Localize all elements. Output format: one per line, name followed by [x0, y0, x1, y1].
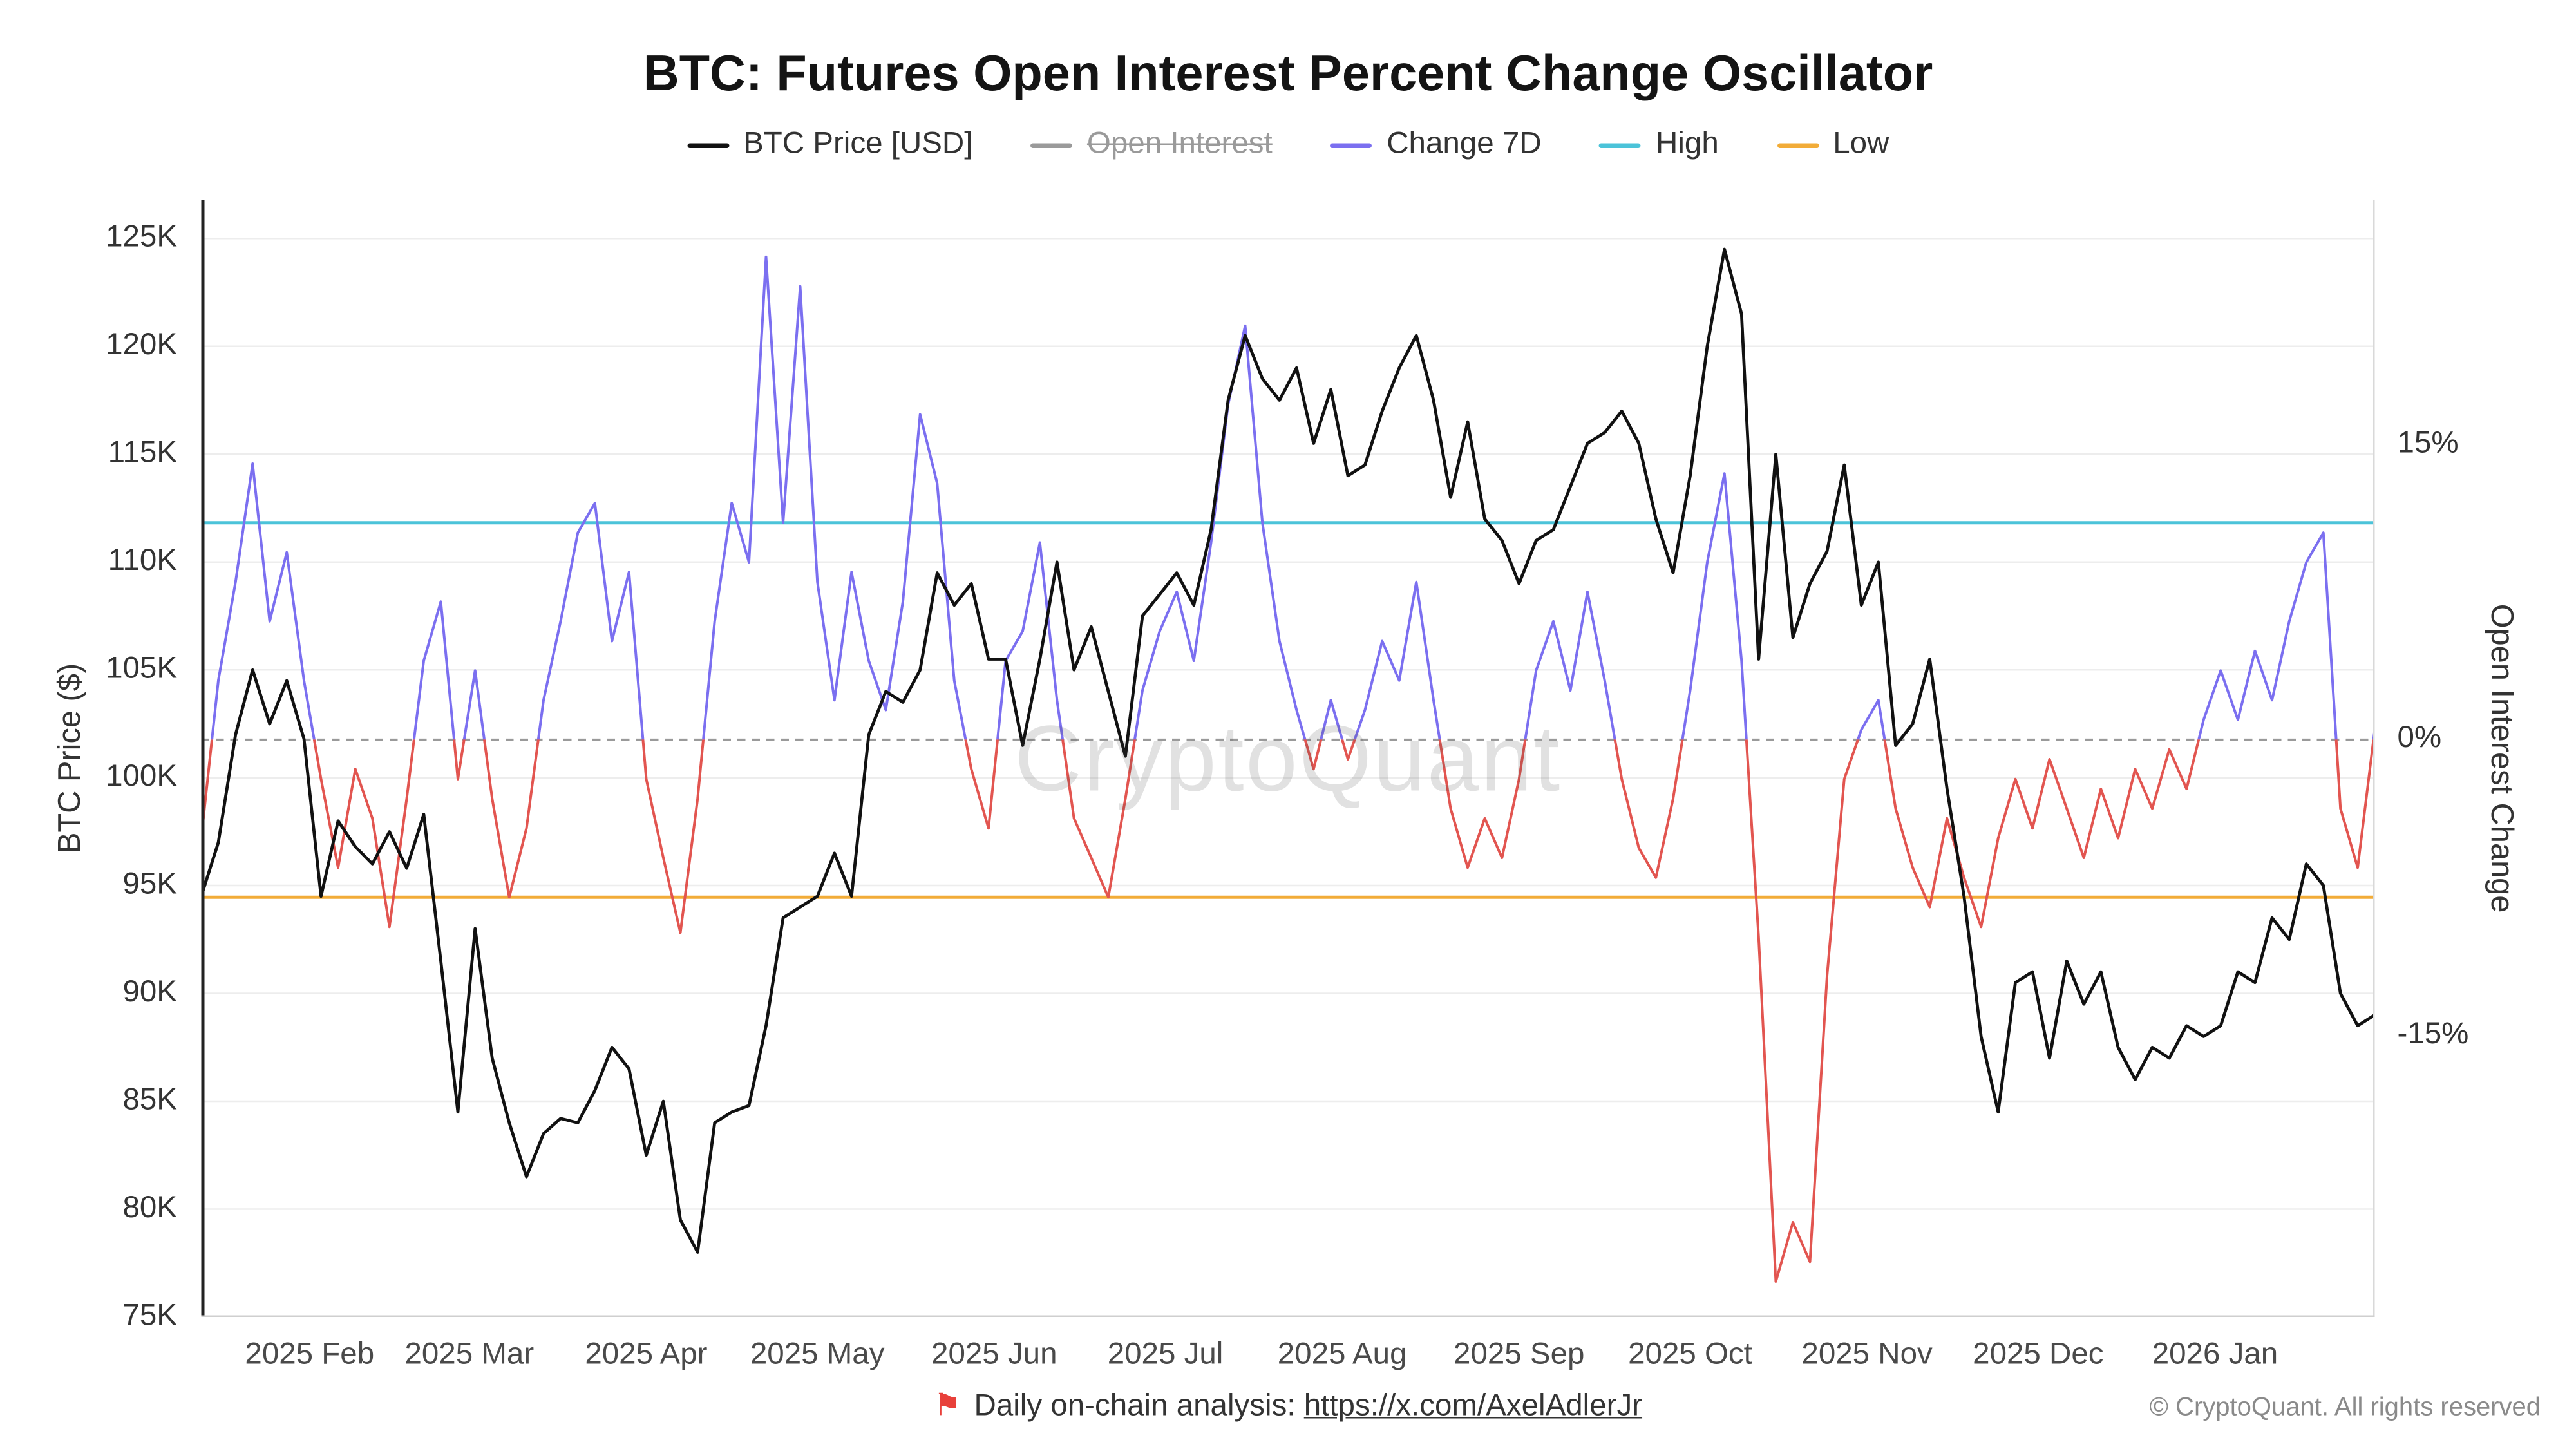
- price-tick-label: 110K: [108, 544, 177, 578]
- line-swatch-icon: [1330, 142, 1372, 147]
- flag-icon: ⚑: [933, 1389, 961, 1424]
- chart-title: BTC: Futures Open Interest Percent Chang…: [643, 45, 1933, 102]
- price-tick-label: 125K: [106, 220, 177, 255]
- price-tick-label: 80K: [122, 1191, 177, 1226]
- legend: BTC Price [USD] Open Interest Change 7D …: [0, 128, 2576, 163]
- month-tick-label: 2025 Feb: [245, 1338, 375, 1372]
- month-tick-label: 2025 Mar: [404, 1338, 535, 1372]
- legend-item-change-7d[interactable]: Change 7D: [1330, 127, 1542, 163]
- price-tick-label: 85K: [122, 1083, 177, 1118]
- month-tick-label: 2025 Oct: [1628, 1338, 1752, 1372]
- percent-tick-label: -15%: [2397, 1017, 2469, 1052]
- percent-tick-label: 0%: [2397, 721, 2442, 756]
- line-swatch-icon: [1599, 142, 1642, 147]
- left-axis-ticks: 125K 120K 115K 110K 105K 100K 95K 90K 85K 80K 75K: [0, 200, 187, 1333]
- right-axis-ticks: 15% 0% -15%: [2385, 200, 2504, 1317]
- month-tick-label: 2025 Nov: [1801, 1338, 1933, 1372]
- line-swatch-icon: [687, 142, 729, 147]
- percent-tick-label: 15%: [2397, 426, 2459, 460]
- legend-item-low[interactable]: Low: [1776, 127, 1889, 163]
- footer-link[interactable]: https://x.com/AxelAdlerJr: [1303, 1389, 1643, 1424]
- change-7d-line-positive: [211, 255, 2375, 740]
- month-tick-label: 2025 Jun: [931, 1338, 1057, 1372]
- price-tick-label: 100K: [106, 760, 177, 794]
- legend-label: Low: [1833, 127, 1889, 162]
- line-swatch-icon: [1030, 142, 1073, 147]
- chart-canvas[interactable]: [201, 200, 2375, 1317]
- legend-label: High: [1656, 127, 1719, 162]
- change-7d-line-negative: [201, 739, 2375, 1283]
- copyright: © CryptoQuant. All rights reserved: [2149, 1394, 2541, 1422]
- price-tick-label: 115K: [108, 436, 177, 471]
- legend-label: Open Interest: [1086, 127, 1273, 162]
- price-tick-label: 90K: [122, 976, 177, 1010]
- footer: ⚑ Daily on-chain analysis: https://x.com/…: [0, 1388, 2576, 1425]
- legend-label: BTC Price [USD]: [743, 127, 973, 162]
- month-tick-label: 2025 Dec: [1973, 1338, 2104, 1372]
- right-axis-title: Open Interest Change: [2483, 603, 2519, 913]
- price-tick-label: 120K: [106, 328, 177, 363]
- month-tick-label: 2026 Jan: [2152, 1338, 2278, 1372]
- legend-label: Change 7D: [1387, 127, 1542, 162]
- line-swatch-icon: [1776, 142, 1819, 147]
- price-tick-label: 95K: [122, 867, 177, 902]
- month-tick-label: 2025 Apr: [585, 1338, 708, 1372]
- legend-item-btc-price[interactable]: BTC Price [USD]: [687, 127, 973, 163]
- price-tick-label: 105K: [106, 652, 177, 687]
- month-tick-label: 2025 Aug: [1277, 1338, 1407, 1372]
- price-tick-label: 75K: [122, 1299, 177, 1334]
- legend-item-high[interactable]: High: [1599, 127, 1719, 163]
- month-tick-label: 2025 Sep: [1454, 1338, 1585, 1372]
- month-tick-label: 2025 May: [750, 1338, 885, 1372]
- legend-item-open-interest[interactable]: Open Interest: [1030, 127, 1273, 163]
- footer-text: Daily on-chain analysis:: [974, 1389, 1304, 1424]
- month-tick-label: 2025 Jul: [1107, 1338, 1224, 1372]
- btc-price-line: [201, 247, 2375, 1254]
- x-axis-ticks: 2025 Feb 2025 Mar 2025 Apr 2025 May 2025 Jun…: [202, 1338, 2375, 1380]
